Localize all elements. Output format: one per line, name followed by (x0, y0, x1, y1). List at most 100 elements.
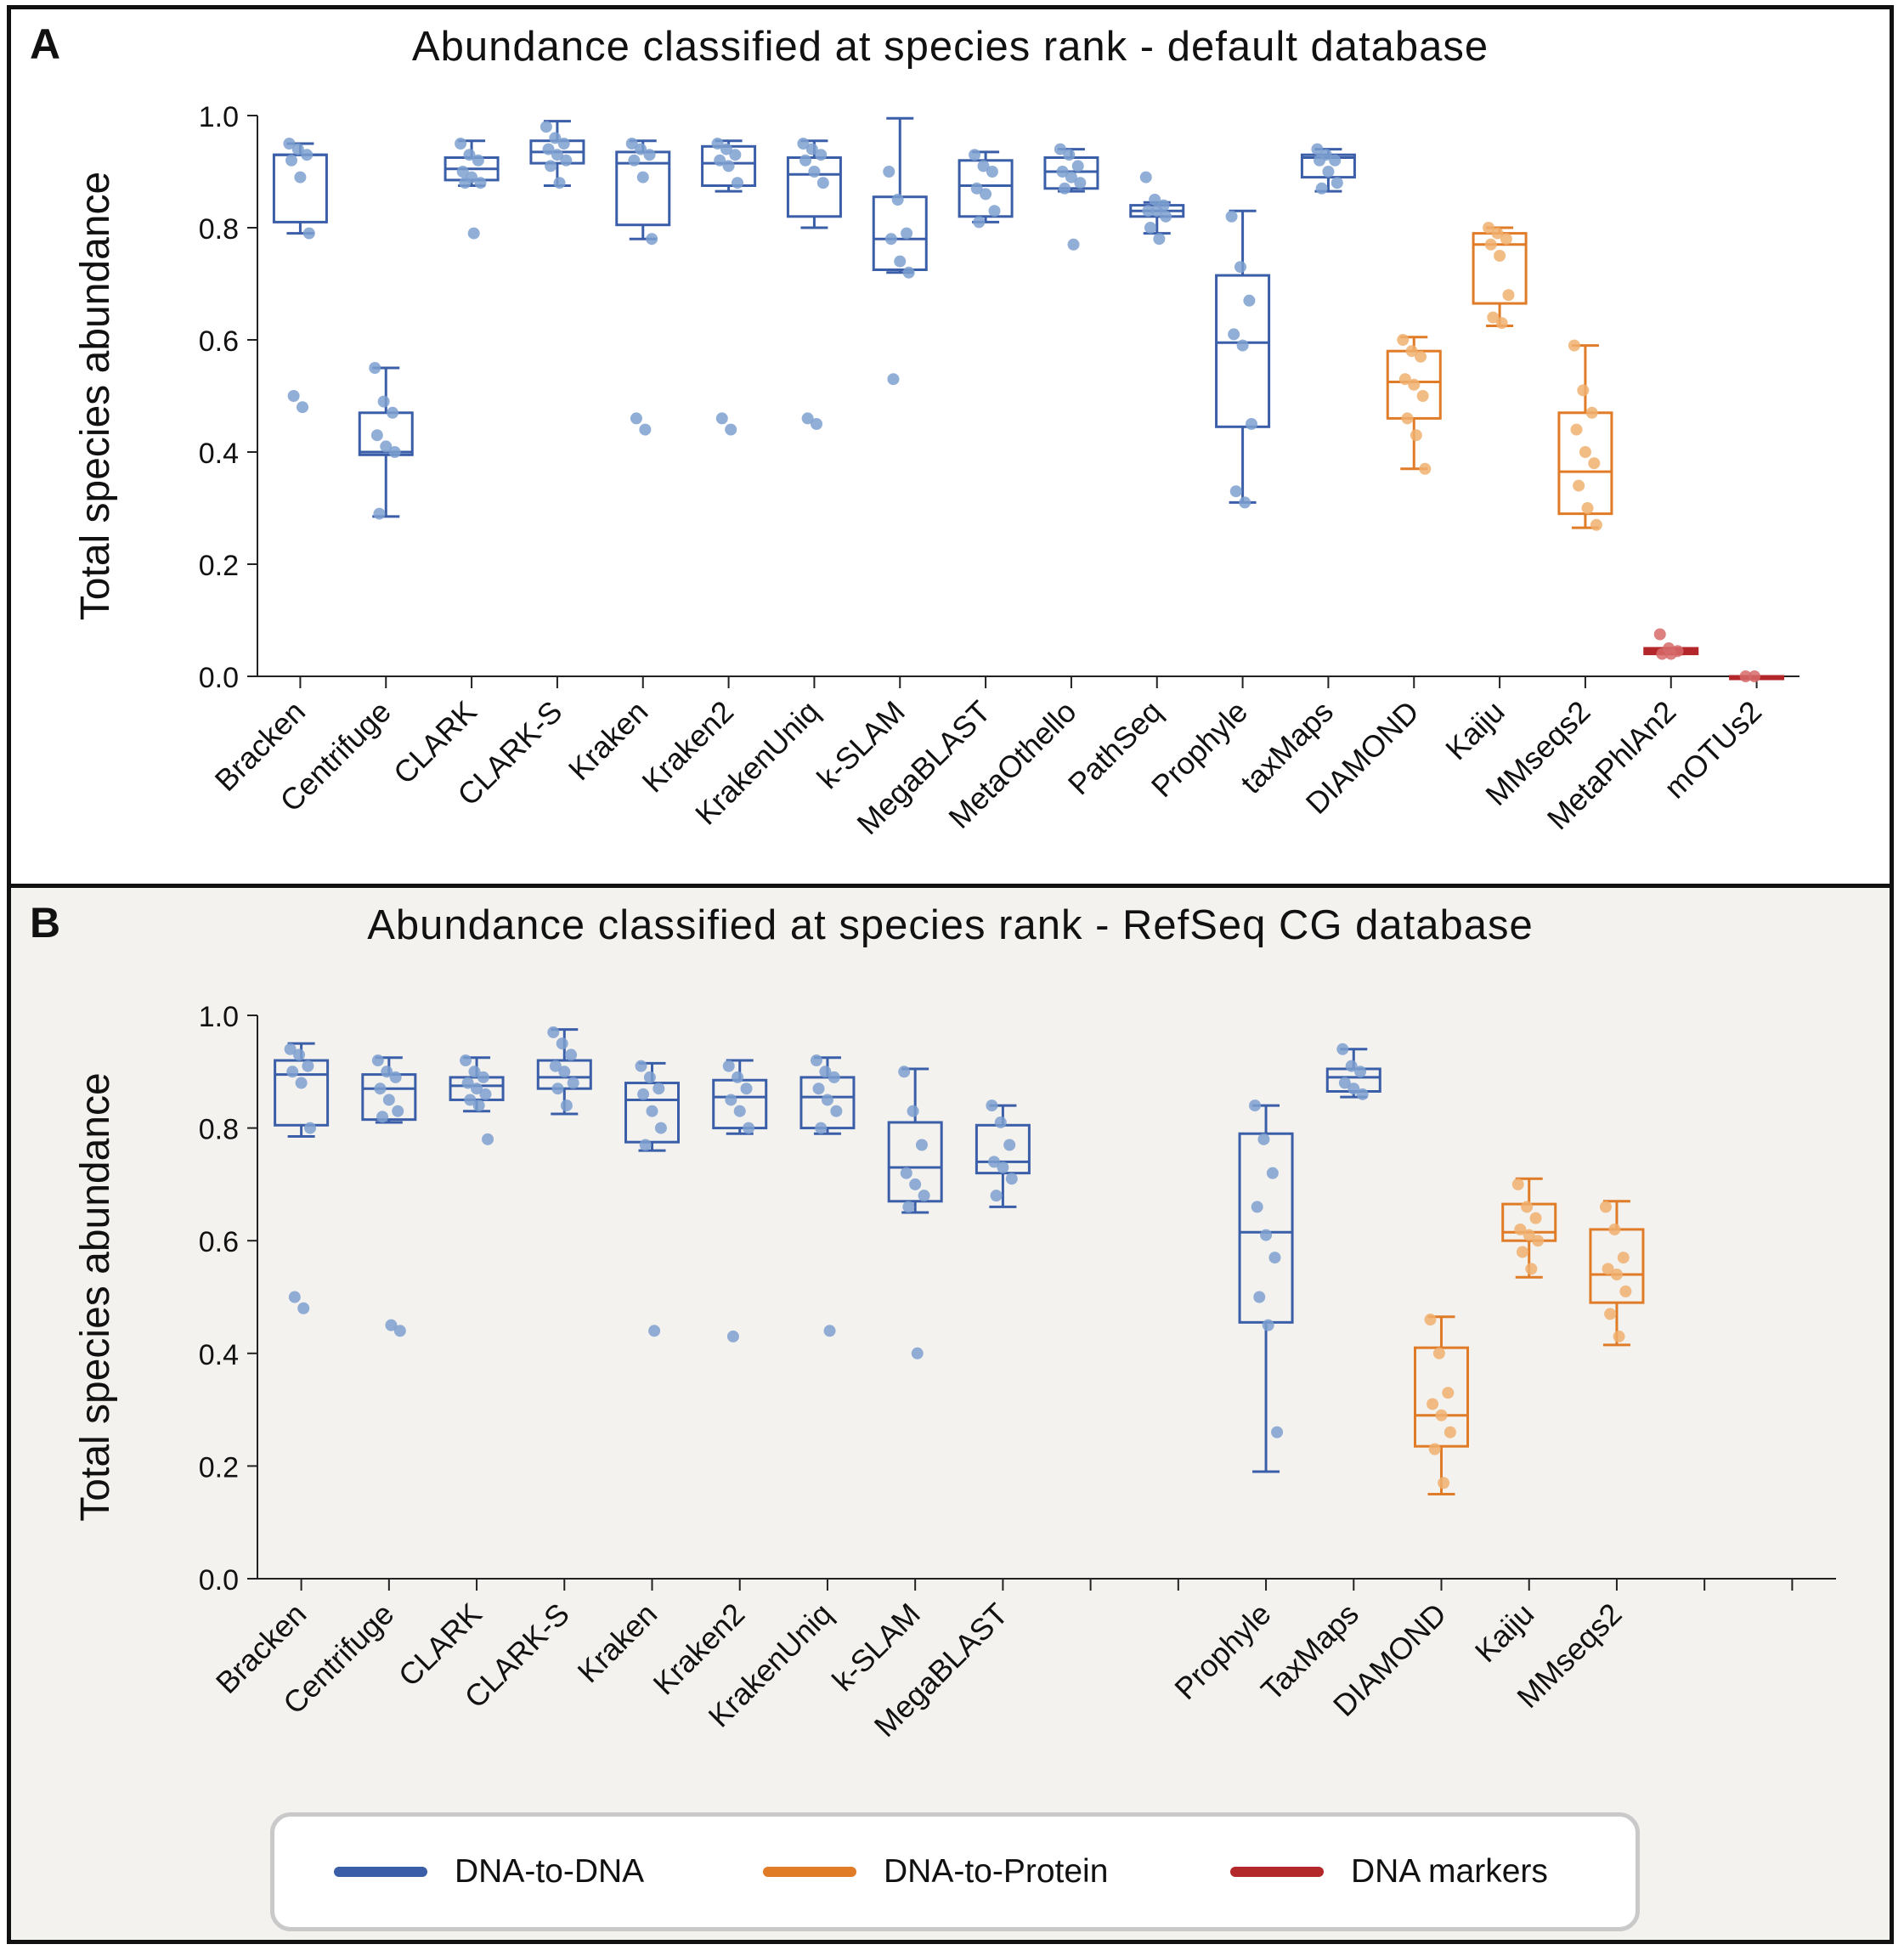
panel-a-box-metaothello-point (1056, 166, 1069, 178)
panel-a-y-tick-label: 0.0 (199, 662, 239, 694)
panel-a-y-tick-label: 0.8 (199, 213, 239, 246)
panel-b-y-axis-label: Total species abundance (73, 1072, 118, 1521)
panel-b-box-clark-point (460, 1054, 472, 1067)
panel-b-box-diamond (1414, 1314, 1469, 1496)
panel-a-box-mmseqs2-point (1570, 423, 1583, 436)
panel-a-box-metaphlan2-point (1653, 628, 1666, 641)
panel-a-box-motus2-point (1748, 670, 1760, 682)
panel-a-box-mmseqs2-point (1579, 446, 1591, 458)
panel-a-box-prophyle (1215, 209, 1271, 509)
panel-b-box-kraken2-iqr (712, 1078, 768, 1130)
panel-b-box-clark-point (464, 1094, 477, 1106)
panel-b-box-mmseqs2-point (1619, 1285, 1632, 1297)
panel-b-box-krakenuniq-point (823, 1325, 836, 1337)
panel-b-box-krakenuniq-point (810, 1054, 822, 1067)
panel-a-box-bracken-point (283, 138, 296, 150)
panel-a-box-clark-s (529, 120, 585, 189)
panel-a-box-k-slam-point (902, 266, 915, 279)
panel-b-box-prophyle-point (1253, 1291, 1266, 1303)
panel-b-box-bracken-point (293, 1048, 306, 1061)
panel-a-y-tick-label: 0.2 (199, 550, 239, 582)
panel-a-box-clark-s-point (551, 149, 563, 161)
panel-a-box-metaphlan2 (1643, 628, 1699, 660)
panel-b-box-megablast-point (986, 1099, 998, 1112)
panel-a-box-kaiju-point (1491, 227, 1504, 240)
panel-a-box-diamond-point (1408, 378, 1421, 391)
panel-b-box-prophyle-point (1271, 1426, 1284, 1438)
legend-item-dna-to-protein: DNA-to-Protein (763, 1817, 1108, 1927)
panel-b-box-clark-point (477, 1071, 489, 1083)
panel-b-box-clark-s-point (551, 1082, 564, 1095)
panel-a-box-k-slam-point (891, 194, 904, 206)
panel-a-box-kraken-point (643, 149, 656, 161)
panel-b-box-prophyle-point (1249, 1099, 1262, 1112)
panel-a-box-metaphlan2-point (1664, 647, 1677, 660)
panel-a-box-prophyle-point (1236, 339, 1249, 352)
panel-a-box-clark-s-point (540, 121, 552, 133)
panel-b-box-kraken-point (654, 1122, 667, 1134)
panel-b-y-tick-label: 0.8 (199, 1114, 239, 1146)
boxplot-panel-b: 0.0 0.2 0.4 0.6 0.8 1.0 Total species abundanc… (73, 1001, 1836, 1744)
panel-b-box-k-slam-point (907, 1105, 919, 1117)
panel-a-box-megablast-point (969, 149, 981, 161)
panel-a-box-kraken2-point (725, 423, 737, 436)
panel-b-box-kaiju-point (1516, 1246, 1528, 1258)
panel-a-box-kraken2-point (711, 138, 724, 150)
panel-b-box-kraken-point (648, 1325, 661, 1337)
legend-label-dna-to-protein: DNA-to-Protein (884, 1853, 1109, 1890)
panel-b-box-clark-s (536, 1026, 592, 1116)
panel-b-y-tick-label: 0.4 (199, 1339, 239, 1371)
panel-b-box-centrifuge-point (389, 1071, 402, 1083)
panel-b-box-megablast-point (1005, 1173, 1018, 1185)
panel-a-title: Abundance classified at species rank - d… (411, 24, 1489, 70)
panel-a-box-mmseqs2-point (1573, 479, 1585, 492)
panel-a-box-pathseq-point (1149, 194, 1161, 206)
panel-a-box-kaiju-point (1487, 311, 1500, 324)
panel-a-box-taxmaps-point (1315, 182, 1328, 195)
panel-a-box-clark-point (463, 149, 476, 161)
panel-a-box-k-slam-point (883, 166, 896, 178)
panel-a-box-megablast (958, 149, 1014, 229)
panel-b-box-bracken-point (295, 1077, 308, 1089)
panel-a-box-diamond (1386, 334, 1442, 475)
panel-b-box-megablast-point (994, 1116, 1007, 1128)
panel-a-box-prophyle-point (1228, 328, 1240, 341)
panel-a-box-taxmaps-point (1314, 154, 1326, 167)
panel-b-box-centrifuge-point (374, 1082, 387, 1095)
panel-a-box-centrifuge-point (369, 362, 381, 374)
panel-a-box-centrifuge-point (380, 440, 393, 453)
panel-a-box-kraken-point (635, 143, 647, 155)
legend-swatch-dna-to-protein (763, 1867, 856, 1877)
panel-b-box-centrifuge-point (385, 1319, 398, 1331)
panel-b-box-clark-point (472, 1099, 485, 1112)
panel-a-box-krakenuniq-point (799, 154, 812, 167)
panel-b-box-bracken-point (297, 1302, 310, 1314)
panel-a-box-taxmaps-point (1329, 154, 1342, 167)
boxplot-panel-a: 0.0 0.2 0.4 0.6 0.8 1.0 Total species abundanc… (73, 101, 1799, 841)
panel-b-box-kraken2-point (725, 1094, 737, 1106)
panel-a-box-metaothello-point (1067, 238, 1080, 251)
panel-a-box-kraken2-point (720, 143, 732, 155)
panel-b-y-tick-label: 0.6 (199, 1226, 239, 1258)
panel-b-box-kraken-point (639, 1139, 652, 1151)
panel-a-box-metaothello-point (1063, 149, 1076, 161)
panel-b-box-prophyle-point (1260, 1229, 1273, 1241)
panel-b-box-kraken-point (637, 1088, 650, 1100)
panel-b-box-taxmaps-point (1356, 1088, 1369, 1100)
panel-b-box-centrifuge-point (392, 1105, 404, 1117)
panel-b-box-clark-s-point (567, 1077, 579, 1089)
panel-a-y-tick-label: 1.0 (199, 101, 239, 133)
panel-a-box-clark-point (456, 166, 469, 178)
legend: DNA-to-DNA DNA-to-Protein DNA markers (270, 1812, 1640, 1931)
panel-a-box-pathseq (1129, 171, 1185, 246)
panel-a-box-metaothello-point (1065, 171, 1077, 184)
panel-b-box-kraken2-point (740, 1082, 753, 1095)
panel-a-box-metaothello (1043, 143, 1099, 251)
panel-a-box-pathseq-point (1144, 222, 1156, 234)
panel-a-box-k-slam-point (884, 233, 897, 246)
panel-b-box-clark-point (471, 1082, 483, 1095)
panel-a-box-metaothello-point (1071, 160, 1084, 172)
panel-b-box-kraken-point (646, 1105, 658, 1117)
panel-b-box-megablast (975, 1099, 1031, 1208)
